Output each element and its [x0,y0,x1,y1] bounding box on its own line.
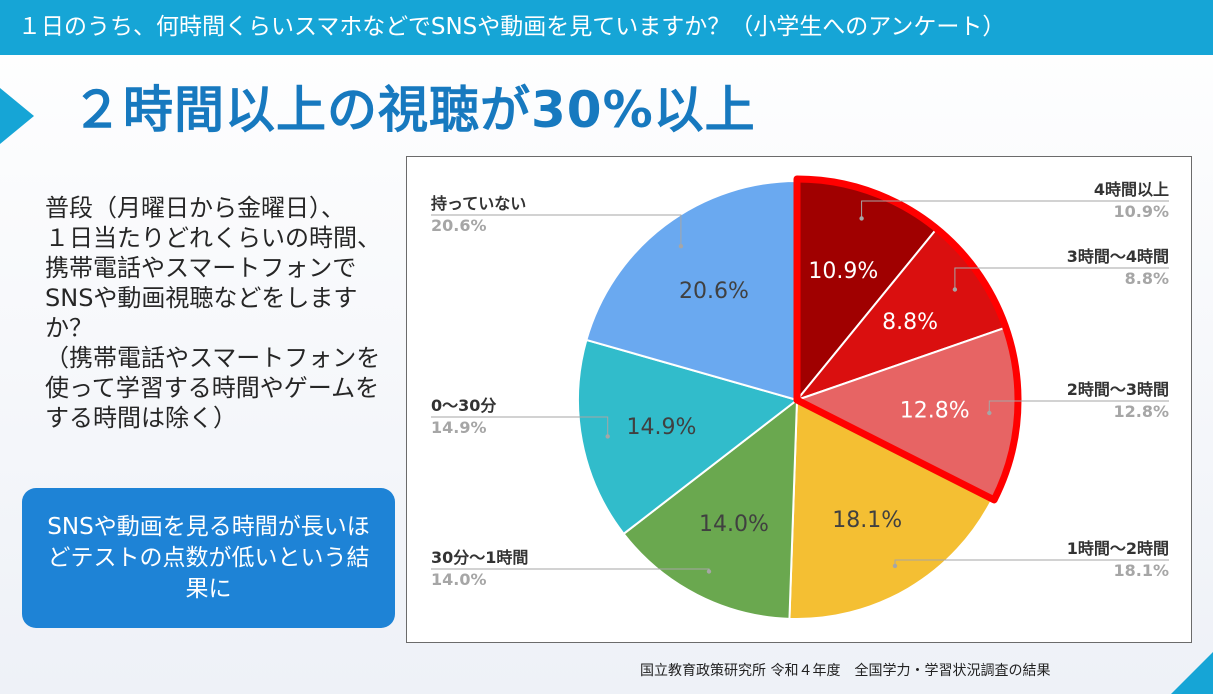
leader-dot [859,216,864,221]
category-label: 持っていない [431,194,526,213]
survey-title-bar: １日のうち、何時間くらいスマホなどでSNSや動画を見ていますか？（小学生へのアン… [0,0,1213,55]
leader-dot [605,434,610,439]
category-label: 4時間以上 [1094,180,1169,199]
source-citation: 国立教育政策研究所 令和４年度 全国学力・学習状況調査の結果 [640,663,1051,679]
leader-dot [892,563,898,569]
pie-slice [622,397,799,620]
slice-percent-label: 8.8% [882,310,938,335]
leader-line [431,214,682,247]
slice-percent-label: 14.0% [699,512,769,537]
category-percent-label: 14.9% [431,418,487,437]
leader-line [988,400,1169,413]
corner-decoration [1171,652,1213,694]
pie-slice [585,179,798,402]
highlight-outline [793,175,1022,504]
pie-labels: 10.9% 4時間以上 10.9% 8.8% 3時間～4時間 8.8% 12.8% 2時間～3… [431,180,1169,589]
pie-slice [576,338,800,536]
slice-percent-label: 12.8% [900,398,970,423]
category-label: 30分～1時間 [431,548,528,567]
category-label: 3時間～4時間 [1067,247,1169,266]
callout-text: SNSや動画を見る時間が長いほどテストの点数が低いという結果に [47,513,370,602]
category-percent-label: 12.8% [1113,402,1169,421]
leader-dot [706,569,712,574]
slice-percent-label: 10.9% [808,259,878,284]
category-percent-label: 10.9% [1113,202,1169,221]
pie-slice [788,398,994,620]
category-percent-label: 20.6% [431,216,487,235]
leader-line [954,267,1169,290]
pie-slices [576,179,1017,620]
category-percent-label: 14.0% [431,570,487,589]
slice-percent-label: 18.1% [832,508,902,533]
category-label: 1時間～2時間 [1067,539,1169,558]
leader-dot [987,410,992,416]
category-label: 2時間～3時間 [1067,380,1169,399]
headline: ２時間以上の視聴が30%以上 [72,81,756,139]
leader-dot [952,287,958,292]
category-label: 0～30分 [431,396,496,415]
chevron-right-icon [0,88,34,144]
pie-chart-panel: 10.9% 4時間以上 10.9% 8.8% 3時間～4時間 8.8% 12.8% 2時間～3… [406,156,1192,643]
survey-question: 普段（月曜日から金曜日）、 １日当たりどれくらいの時間、携帯電話やスマートフォン… [45,194,381,432]
pie-chart: 10.9% 4時間以上 10.9% 8.8% 3時間～4時間 8.8% 12.8% 2時間～3… [431,175,1169,620]
slice-percent-label: 20.6% [679,279,749,304]
category-percent-label: 8.8% [1125,269,1169,288]
slice-percent-label: 14.9% [627,415,697,440]
leader-dot [678,244,684,249]
leader-line [431,416,609,437]
conclusion-callout: SNSや動画を見る時間が長いほどテストの点数が低いという結果に [22,488,395,628]
category-percent-label: 18.1% [1113,561,1169,580]
leader-line [861,200,1169,219]
